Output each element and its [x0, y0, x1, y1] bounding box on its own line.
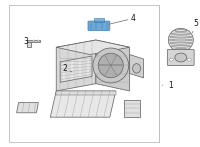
FancyBboxPatch shape — [88, 21, 110, 31]
Text: 2: 2 — [62, 64, 72, 73]
Circle shape — [169, 58, 173, 61]
Bar — [94, 18, 104, 22]
Polygon shape — [96, 40, 130, 91]
Polygon shape — [130, 55, 144, 78]
Circle shape — [33, 40, 35, 42]
Ellipse shape — [98, 53, 123, 78]
Circle shape — [175, 53, 187, 62]
Bar — [27, 40, 40, 42]
Bar — [27, 42, 31, 47]
Ellipse shape — [133, 64, 141, 73]
FancyBboxPatch shape — [167, 50, 194, 66]
Polygon shape — [60, 56, 92, 82]
Polygon shape — [56, 40, 96, 91]
Circle shape — [37, 40, 40, 42]
Ellipse shape — [93, 48, 129, 83]
Text: 1: 1 — [162, 81, 173, 90]
Polygon shape — [56, 40, 130, 55]
Polygon shape — [56, 91, 116, 95]
Polygon shape — [50, 91, 116, 117]
Text: 5: 5 — [193, 20, 198, 33]
Text: 3: 3 — [24, 37, 31, 46]
Bar — [9, 5, 159, 142]
Polygon shape — [124, 100, 140, 117]
Circle shape — [187, 58, 191, 61]
Ellipse shape — [168, 28, 193, 52]
Text: 4: 4 — [109, 14, 136, 24]
Polygon shape — [17, 103, 38, 113]
